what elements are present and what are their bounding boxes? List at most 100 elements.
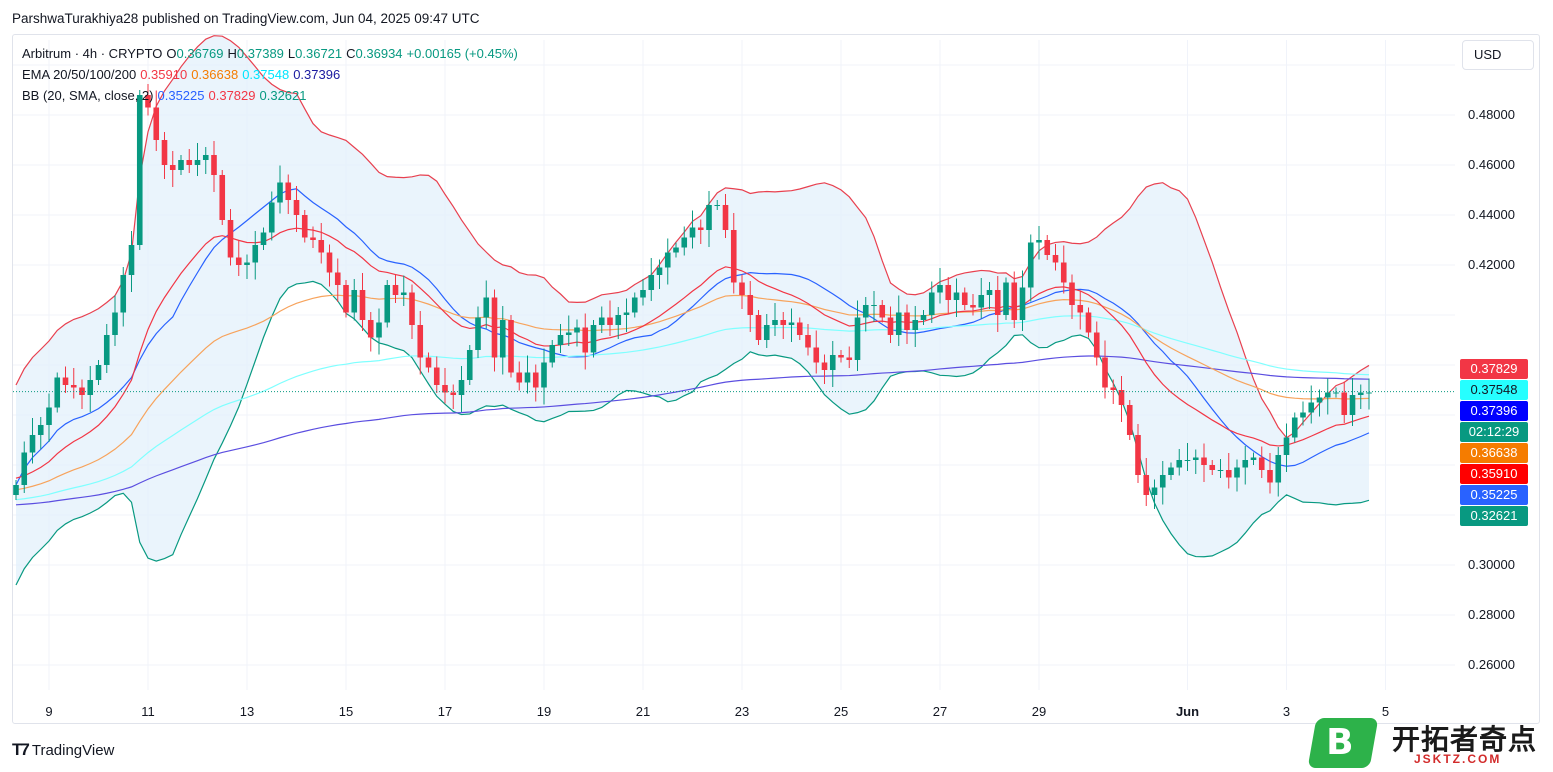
candle-body-74	[623, 312, 630, 315]
candle-body-132	[1102, 357, 1108, 388]
legend-ema-line[interactable]: EMA 20/50/100/200 0.35910 0.36638 0.37548 0.…	[22, 67, 344, 82]
candle-body-40	[343, 285, 349, 313]
time-tick-label: 19	[537, 704, 551, 719]
tradingview-brand[interactable]: T7 TradingView	[12, 740, 114, 760]
candle-body-25	[219, 175, 226, 220]
candle-body-58	[491, 297, 498, 358]
candle-body-142	[1184, 460, 1191, 461]
candle-body-66	[557, 335, 564, 345]
candle-body-158	[1316, 397, 1323, 403]
candle-body-50	[425, 357, 432, 368]
candle-body-147	[1225, 470, 1232, 478]
candle-body-87	[730, 230, 737, 283]
candle-body-110	[920, 315, 927, 320]
candle-body-134	[1118, 390, 1125, 405]
legend-symbol-line[interactable]: Arbitrum · 4h · CRYPTO O0.36769 H0.37389 L0…	[22, 46, 522, 61]
candle-body-20	[178, 160, 184, 170]
chart-frame[interactable]	[12, 34, 1540, 724]
candle-body-3	[37, 425, 44, 435]
candle-body-42	[359, 290, 366, 320]
candle-body-9	[87, 380, 94, 395]
candle-body-23	[202, 155, 209, 160]
legend-bb-label[interactable]: BB (20, SMA, close, 2)	[22, 88, 154, 103]
candle-body-99	[829, 355, 836, 370]
candle-body-107	[895, 312, 902, 335]
candle-body-41	[351, 290, 358, 313]
candle-body-157	[1308, 402, 1315, 413]
candle-body-76	[640, 290, 646, 298]
candle-body-10	[95, 365, 102, 380]
price-tick-label: 0.44000	[1468, 207, 1515, 222]
price-tag: 0.37548	[1460, 380, 1528, 401]
candle-body-161	[1341, 392, 1348, 415]
candle-body-68	[574, 327, 580, 333]
time-tick-label: 17	[438, 704, 452, 719]
publish-line: ParshwaTurakhiya28 published on TradingV…	[12, 11, 480, 26]
legend-ema-label[interactable]: EMA 20/50/100/200	[22, 67, 137, 82]
candle-body-64	[541, 362, 547, 388]
watermark: B 开拓者奇点 JSKTZ.COM	[1307, 716, 1548, 770]
time-tick-label: 27	[933, 704, 947, 719]
candle-body-138	[1151, 487, 1158, 495]
candle-body-156	[1300, 412, 1306, 418]
candle-body-152	[1267, 470, 1273, 483]
price-tick-label: 0.28000	[1468, 607, 1515, 622]
candle-body-92	[772, 320, 778, 325]
currency-button[interactable]: USD	[1462, 40, 1534, 70]
candle-body-94	[788, 322, 795, 325]
price-tick-label: 0.26000	[1468, 657, 1515, 672]
candle-body-11	[103, 335, 110, 365]
candle-body-32	[277, 182, 283, 203]
candle-body-117	[978, 295, 985, 308]
price-tag: 0.37396	[1460, 401, 1528, 422]
time-tick-label: 25	[834, 704, 848, 719]
candle-body-52	[442, 385, 448, 393]
candle-body-48	[409, 292, 415, 325]
time-tick-label: 15	[339, 704, 353, 719]
candle-body-49	[417, 325, 424, 358]
candle-body-124	[1036, 240, 1042, 243]
candle-body-62	[524, 372, 531, 383]
legend-close: 0.36934	[355, 46, 403, 61]
candle-body-4	[46, 407, 52, 425]
candle-body-30	[260, 232, 267, 245]
price-tag: 02:12:29	[1460, 422, 1528, 443]
ema50-line	[15, 294, 1370, 491]
bb-basis-line	[15, 188, 1370, 486]
legend-symbol[interactable]: Arbitrum · 4h · CRYPTO	[22, 46, 163, 61]
candle-body-47	[400, 292, 407, 295]
candle-body-5	[54, 377, 61, 408]
candle-body-69	[582, 327, 589, 353]
candle-body-80	[673, 247, 679, 253]
candle-body-137	[1143, 475, 1150, 495]
candle-body-129	[1077, 305, 1084, 313]
legend-change: +0.00165 (+0.45%)	[406, 46, 518, 61]
candle-body-71	[598, 317, 605, 325]
candle-body-146	[1217, 470, 1224, 471]
time-tick-label: 11	[141, 704, 155, 719]
legend-ema50: 0.36638	[191, 67, 239, 82]
legend-bb-line[interactable]: BB (20, SMA, close, 2) 0.35225 0.37829 0.32…	[22, 88, 311, 103]
candle-body-114	[953, 292, 960, 300]
price-tick-label: 0.42000	[1468, 257, 1515, 272]
candle-body-28	[244, 262, 250, 265]
candle-body-31	[268, 202, 275, 233]
candle-body-84	[706, 205, 712, 230]
time-axis: 9 11 13 15 17 19 21 23 25 27 29 Jun 3 5	[45, 704, 1389, 719]
candle-body-35	[301, 215, 308, 238]
candle-body-140	[1168, 467, 1174, 475]
candle-body-79	[664, 252, 671, 268]
candle-body-100	[838, 355, 844, 358]
candle-body-63	[532, 372, 539, 388]
time-tick-label: 29	[1032, 704, 1046, 719]
candle-body-21	[186, 160, 193, 165]
candle-body-36	[310, 237, 316, 240]
candle-body-125	[1044, 240, 1051, 255]
candle-body-123	[1027, 242, 1034, 288]
candle-body-141	[1176, 460, 1183, 468]
watermark-title: 开拓者奇点	[1392, 724, 1538, 755]
candle-body-82	[689, 227, 696, 238]
candle-body-128	[1069, 282, 1075, 305]
legend-bb-lower: 0.32621	[259, 88, 307, 103]
